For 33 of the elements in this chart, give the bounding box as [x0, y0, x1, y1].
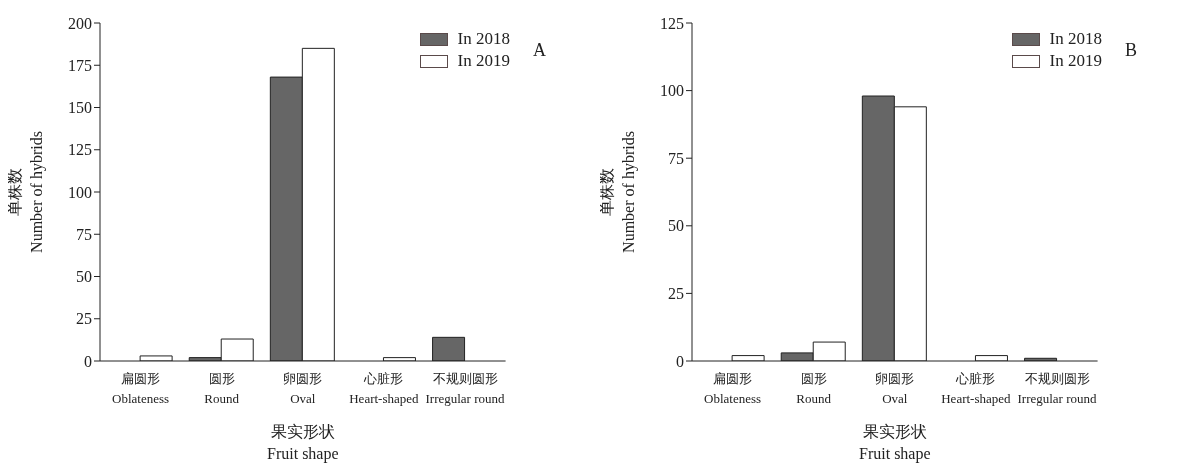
- y-tick-label: 50: [76, 268, 92, 286]
- x-axis-title: 果实形状 Fruit shape: [859, 423, 931, 463]
- text: In 2019: [1049, 51, 1102, 71]
- y-tick-label: 75: [76, 225, 92, 243]
- y-tick-label: 50: [668, 217, 684, 235]
- x-tick-label: 卵圆形 Oval: [283, 371, 323, 406]
- y-tick-label: 125: [660, 14, 684, 32]
- x-tick-label: 心脏形 Heart-shaped: [941, 371, 1012, 406]
- x-tick-label: 圆形 Round: [796, 371, 832, 406]
- x-tick-label: 不规则圆形 Irregular round: [425, 371, 506, 406]
- y-tick-label: 125: [68, 141, 92, 159]
- y-tick-label: 100: [68, 183, 92, 201]
- x-tick-label: 圆形 Round: [204, 371, 240, 406]
- x-tick-label: 扁圆形 Oblateness: [112, 371, 170, 406]
- y-tick-label: 200: [68, 14, 92, 32]
- text: A: [533, 40, 546, 61]
- legend-label: In 2018: [457, 29, 510, 49]
- y-tick-label: 25: [668, 285, 684, 303]
- y-tick-label: 25: [76, 310, 92, 328]
- y-tick-label: 100: [660, 82, 684, 100]
- x-tick-label: 扁圆形 Oblateness: [704, 371, 762, 406]
- text: B: [1125, 40, 1138, 61]
- x-tick-label: 卵圆形 Oval: [875, 371, 915, 406]
- y-tick-label: 150: [68, 99, 92, 117]
- x-tick-label: 不规则圆形 Irregular round: [1017, 371, 1098, 406]
- y-tick-label: 0: [84, 352, 92, 370]
- x-axis-title: 果实形状 Fruit shape: [267, 423, 339, 463]
- y-tick-label: 0: [676, 352, 684, 370]
- legend-label: In 2018: [1049, 29, 1102, 49]
- y-tick-label: 75: [668, 149, 684, 167]
- text: In 2019: [457, 51, 510, 71]
- y-tick-label: 175: [68, 56, 92, 74]
- x-tick-label: 心脏形 Heart-shaped: [349, 371, 420, 406]
